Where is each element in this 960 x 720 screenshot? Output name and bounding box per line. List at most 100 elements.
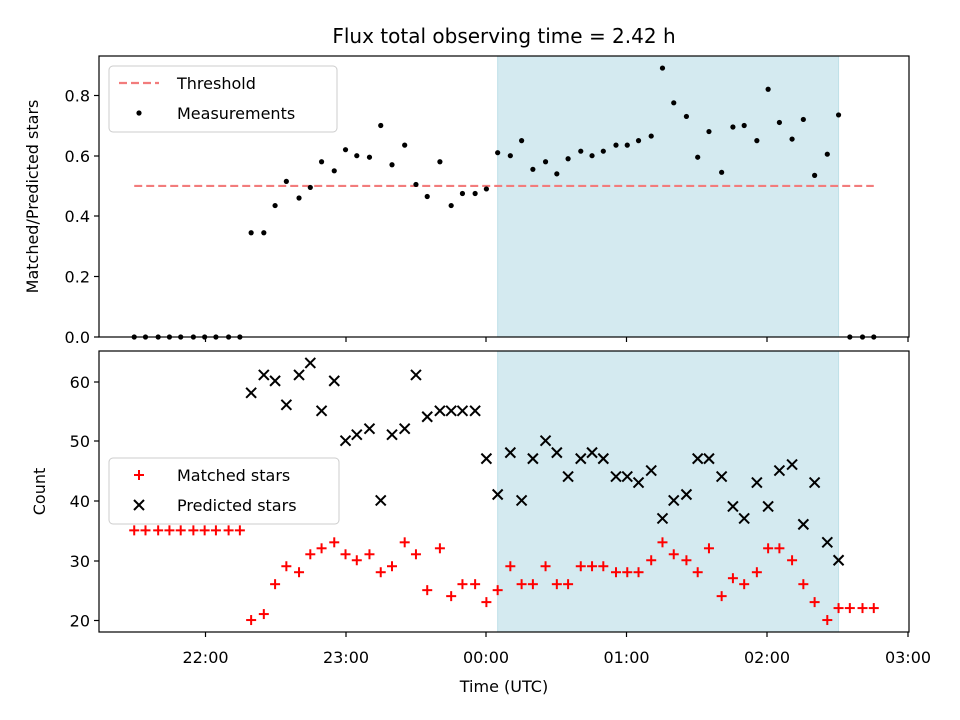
matched-stars-point: [399, 537, 410, 548]
y-tick-label: 0.8: [65, 87, 90, 106]
y-tick-label: 20: [70, 612, 90, 631]
x-b: [363, 423, 376, 435]
matched-stars-point: [164, 525, 175, 536]
predicted-stars-point: [245, 387, 257, 399]
legend-dot-key: [136, 110, 142, 116]
measurement-point: [378, 122, 384, 129]
predicted-stars-point: [738, 512, 750, 525]
matched-stars-point: [316, 543, 327, 554]
matched-stars-point: [305, 549, 316, 560]
time-axis: 22:00 23:00 00:00 01:00 02:00 03:00: [182, 648, 931, 667]
x-axis-label: Time (UTC): [459, 677, 548, 696]
matched-stars-point: [375, 567, 386, 578]
x-b: [773, 464, 786, 477]
x-b: [351, 428, 363, 441]
x-b: [668, 494, 680, 507]
measurement-point: [366, 154, 373, 160]
predicted-stars-point: [280, 399, 293, 411]
predicted-stars-point: [703, 452, 715, 465]
predicted-stars-point: [656, 512, 669, 525]
matched-stars-point: [833, 603, 844, 614]
x-b: [434, 405, 446, 417]
x-b: [621, 470, 633, 483]
legend-label: Measurements: [177, 104, 295, 123]
predicted-stars-point: [786, 458, 798, 471]
x-b: [491, 488, 504, 501]
predicted-stars-point: [632, 476, 645, 489]
matched-stars-point: [668, 549, 679, 560]
measurement-point: [283, 178, 289, 184]
matched-stars-point: [774, 543, 785, 554]
matched-stars-point: [809, 597, 820, 608]
x-b: [832, 554, 845, 566]
matched-stars-point: [329, 537, 340, 548]
measurement-point: [331, 168, 337, 174]
legend-x-key: [133, 499, 145, 511]
measurement-point: [600, 148, 606, 154]
predicted-stars-point: [386, 428, 398, 441]
y-tick-label: 50: [70, 432, 90, 451]
matched-stars-point: [692, 567, 703, 578]
matched-stars-point: [857, 603, 868, 614]
matched-stars-point: [540, 561, 551, 572]
predicted-stars-point: [445, 405, 457, 417]
legend-box: [108, 457, 340, 525]
measurement-point: [765, 86, 771, 92]
matched-stars-point: [739, 579, 750, 590]
x-b: [738, 512, 750, 525]
predicted-stars-point: [315, 405, 328, 417]
matched-stars-point: [270, 579, 281, 590]
predicted-stars-point: [597, 452, 610, 465]
y-tick-label: 0.4: [65, 207, 90, 226]
measurement-point: [389, 162, 395, 168]
measurement-point: [776, 119, 783, 126]
measurement-point: [624, 142, 630, 148]
y-tick-label: 0.2: [65, 268, 90, 287]
x-b: [258, 369, 270, 381]
ratio-panel: 0.0 0.2 0.4 0.6 0.8 Matched/Predicted stars Th…: [23, 55, 910, 347]
x-tick-label: 02:00: [744, 648, 790, 667]
x-tick-label: 23:00: [323, 648, 369, 667]
measurement-point: [307, 184, 313, 191]
x-b: [245, 387, 257, 399]
matched-stars-point: [434, 543, 445, 554]
predicted-stars-point: [715, 470, 728, 483]
matched-stars-point: [751, 567, 762, 578]
matched-stars-point: [364, 549, 375, 560]
measurement-point: [342, 147, 349, 153]
matched-stars-point: [587, 561, 598, 572]
measurement-point: [706, 128, 712, 135]
x-b: [386, 428, 398, 441]
matched-stars-point: [622, 567, 633, 578]
matched-stars-point: [610, 567, 621, 578]
y-tick-label: 60: [70, 373, 90, 392]
predicted-stars-point: [328, 375, 340, 387]
predicted-stars-point: [398, 423, 411, 435]
measurement-point: [613, 142, 619, 148]
x-b: [562, 470, 574, 483]
predicted-stars-point: [832, 554, 845, 566]
matched-stars-point: [446, 591, 457, 602]
x-b: [703, 452, 715, 465]
matched-stars-point: [234, 525, 245, 536]
x-b: [797, 518, 810, 531]
matched-stars-point: [351, 555, 362, 566]
predicted-stars-point: [586, 446, 598, 459]
x-b: [421, 411, 433, 423]
x-b: [398, 423, 411, 435]
measurement-point: [812, 172, 818, 178]
predicted-stars-point: [821, 536, 834, 549]
measurement-point: [495, 150, 501, 156]
x-b: [527, 452, 539, 465]
x-tick-label: 22:00: [182, 648, 228, 667]
predicted-stars-point: [456, 405, 469, 417]
predicted-stars-point: [680, 488, 693, 501]
matched-stars-point: [657, 537, 668, 548]
measurement-point: [507, 153, 513, 159]
predicted-stars-point: [691, 452, 704, 465]
matched-stars-point: [703, 543, 714, 554]
measurement-point: [741, 122, 747, 129]
matched-stars-point: [340, 549, 351, 560]
matched-stars-point: [492, 585, 503, 596]
measurement-point: [354, 153, 360, 159]
